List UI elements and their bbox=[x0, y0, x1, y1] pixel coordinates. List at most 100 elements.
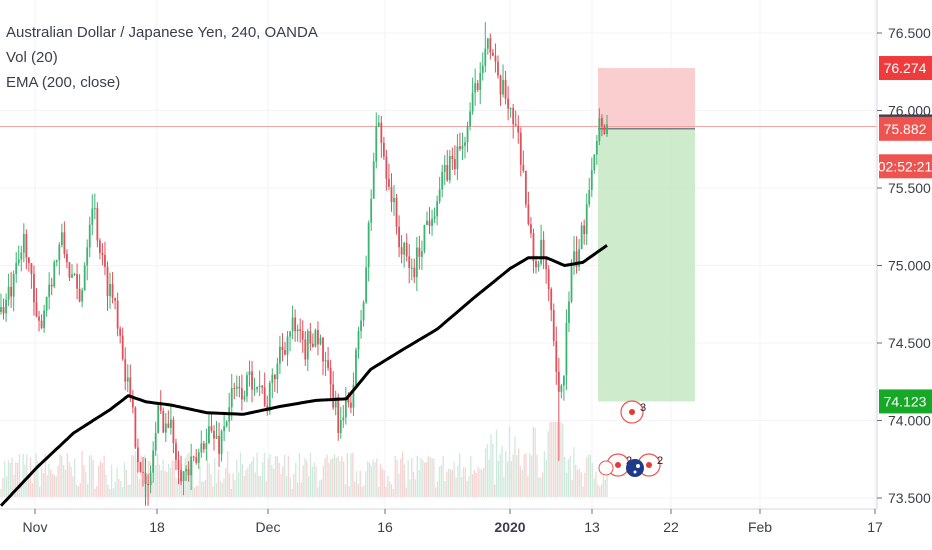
candle-body bbox=[545, 259, 548, 270]
volume-bar bbox=[593, 478, 595, 497]
candle-body bbox=[466, 125, 469, 143]
candle-body bbox=[375, 126, 378, 162]
volume-bar bbox=[184, 457, 186, 497]
candle-body bbox=[286, 336, 289, 355]
volume-bar bbox=[547, 431, 549, 497]
candle-body bbox=[489, 38, 492, 53]
volume-bar bbox=[447, 468, 450, 497]
volume-bar bbox=[501, 445, 503, 497]
volume-bar bbox=[529, 453, 531, 497]
volume-bar bbox=[435, 487, 437, 497]
volume-bar bbox=[191, 461, 194, 497]
position-tool[interactable] bbox=[0, 68, 877, 402]
volume-bar bbox=[440, 465, 442, 497]
volume-bar bbox=[591, 463, 593, 497]
candle-body bbox=[230, 388, 233, 408]
candle-body bbox=[494, 55, 497, 62]
volume-bar bbox=[320, 479, 323, 497]
candle-body bbox=[547, 269, 550, 289]
candle-body bbox=[22, 233, 25, 253]
volume-bar bbox=[296, 482, 299, 497]
candle-body bbox=[438, 189, 441, 202]
volume-bar bbox=[387, 475, 389, 497]
candle-body bbox=[187, 469, 190, 476]
event-marker[interactable]: 3 bbox=[620, 400, 646, 424]
volume-bar bbox=[549, 422, 551, 497]
gridlines bbox=[0, 0, 877, 509]
volume-bar bbox=[9, 462, 11, 497]
volume-bar bbox=[33, 472, 35, 497]
candle-body bbox=[580, 225, 583, 250]
volume-bar bbox=[521, 470, 523, 497]
flag-star bbox=[633, 470, 637, 474]
candle-body bbox=[258, 385, 261, 387]
candle-body bbox=[555, 341, 558, 372]
volume-bar bbox=[203, 481, 205, 497]
volume-bar bbox=[350, 453, 352, 497]
volume-bar bbox=[403, 464, 406, 497]
volume-bar bbox=[74, 458, 76, 497]
price-axis[interactable]: 73.50074.00074.50075.00075.50076.00076.5… bbox=[876, 0, 931, 509]
volume-bar bbox=[127, 484, 129, 497]
ema-indicator-label[interactable]: EMA (200, close) bbox=[6, 74, 121, 91]
volume-bar bbox=[352, 452, 354, 497]
candle-body bbox=[101, 253, 104, 255]
price-label-text: 76.274 bbox=[884, 60, 927, 76]
volume-bar bbox=[269, 454, 271, 497]
symbol-title[interactable]: Australian Dollar / Japanese Yen, 240, O… bbox=[6, 24, 318, 41]
event-markers[interactable]: 3 2 2 bbox=[598, 400, 663, 477]
volume-bar bbox=[239, 452, 242, 497]
candle-body bbox=[527, 204, 530, 225]
volume-bar bbox=[116, 467, 118, 497]
candle-body bbox=[66, 253, 68, 263]
volume-bar bbox=[120, 481, 122, 497]
candle-body bbox=[522, 164, 525, 171]
volume-bar bbox=[389, 481, 391, 497]
volume-bar bbox=[401, 451, 404, 497]
candle-body bbox=[464, 142, 466, 146]
volume-bar bbox=[140, 455, 142, 497]
candle-body bbox=[215, 435, 218, 439]
volume-bar bbox=[201, 481, 203, 497]
price-tick-label: 73.500 bbox=[888, 490, 931, 506]
volume-bar bbox=[587, 454, 590, 497]
volume-bar bbox=[133, 455, 135, 497]
volume-bar bbox=[90, 455, 92, 497]
candle-body bbox=[73, 274, 76, 276]
candle-body bbox=[30, 263, 33, 275]
volume-bar bbox=[516, 454, 518, 497]
candle-body bbox=[317, 330, 319, 345]
volume-bar bbox=[206, 451, 208, 497]
volume-bar bbox=[355, 471, 358, 497]
time-axis[interactable]: Nov 18 Dec 16 2020 13 22 Feb 17 bbox=[0, 508, 883, 535]
stop-loss-zone[interactable] bbox=[598, 68, 695, 129]
candle-body bbox=[182, 471, 185, 482]
candle-body bbox=[251, 371, 253, 390]
candle-body bbox=[223, 426, 226, 432]
candle-body bbox=[461, 145, 464, 149]
candle-body bbox=[504, 79, 507, 99]
volume-bar bbox=[514, 436, 516, 497]
candle-body bbox=[334, 397, 337, 408]
volume-bar bbox=[595, 471, 597, 497]
volume-bar bbox=[567, 459, 570, 497]
volume-bar bbox=[433, 458, 435, 497]
volume-indicator-label[interactable]: Vol (20) bbox=[6, 49, 58, 66]
volume-bar bbox=[436, 481, 439, 497]
candle-body bbox=[565, 322, 568, 376]
volume-bar bbox=[337, 456, 339, 497]
candle-body bbox=[246, 375, 248, 397]
volume-bar bbox=[234, 480, 236, 497]
take-profit-zone[interactable] bbox=[598, 128, 695, 402]
volume-bar bbox=[40, 467, 43, 497]
ema-line bbox=[0, 244, 608, 507]
candle-body bbox=[479, 72, 482, 90]
volume-bar bbox=[331, 458, 334, 497]
candle-body bbox=[213, 430, 215, 439]
volume-bar bbox=[438, 467, 441, 497]
volume-bar bbox=[457, 465, 459, 497]
time-tick-label: 16 bbox=[377, 519, 393, 535]
volume-bar bbox=[31, 483, 34, 497]
candle-body bbox=[314, 330, 317, 347]
